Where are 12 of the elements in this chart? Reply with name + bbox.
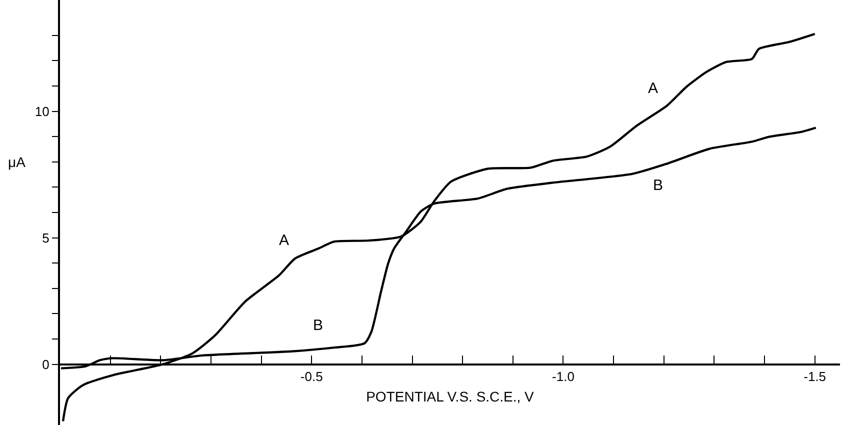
y-tick-label: 0 (42, 356, 50, 372)
x-axis-title: POTENTIAL V.S. S.C.E., V (366, 388, 535, 405)
text: A (648, 80, 658, 97)
series-label: A (279, 232, 290, 249)
x-tick-label: -1.5 (804, 368, 826, 384)
y-tick-label: 5 (42, 230, 50, 246)
x-tick-label: -0.5 (300, 368, 323, 384)
y-axis-title: μA (8, 154, 26, 170)
x-tick-label: -1.0 (552, 368, 574, 384)
text: B (313, 317, 324, 334)
y-tick-label: 10 (34, 104, 50, 119)
series-label: B (653, 177, 664, 194)
